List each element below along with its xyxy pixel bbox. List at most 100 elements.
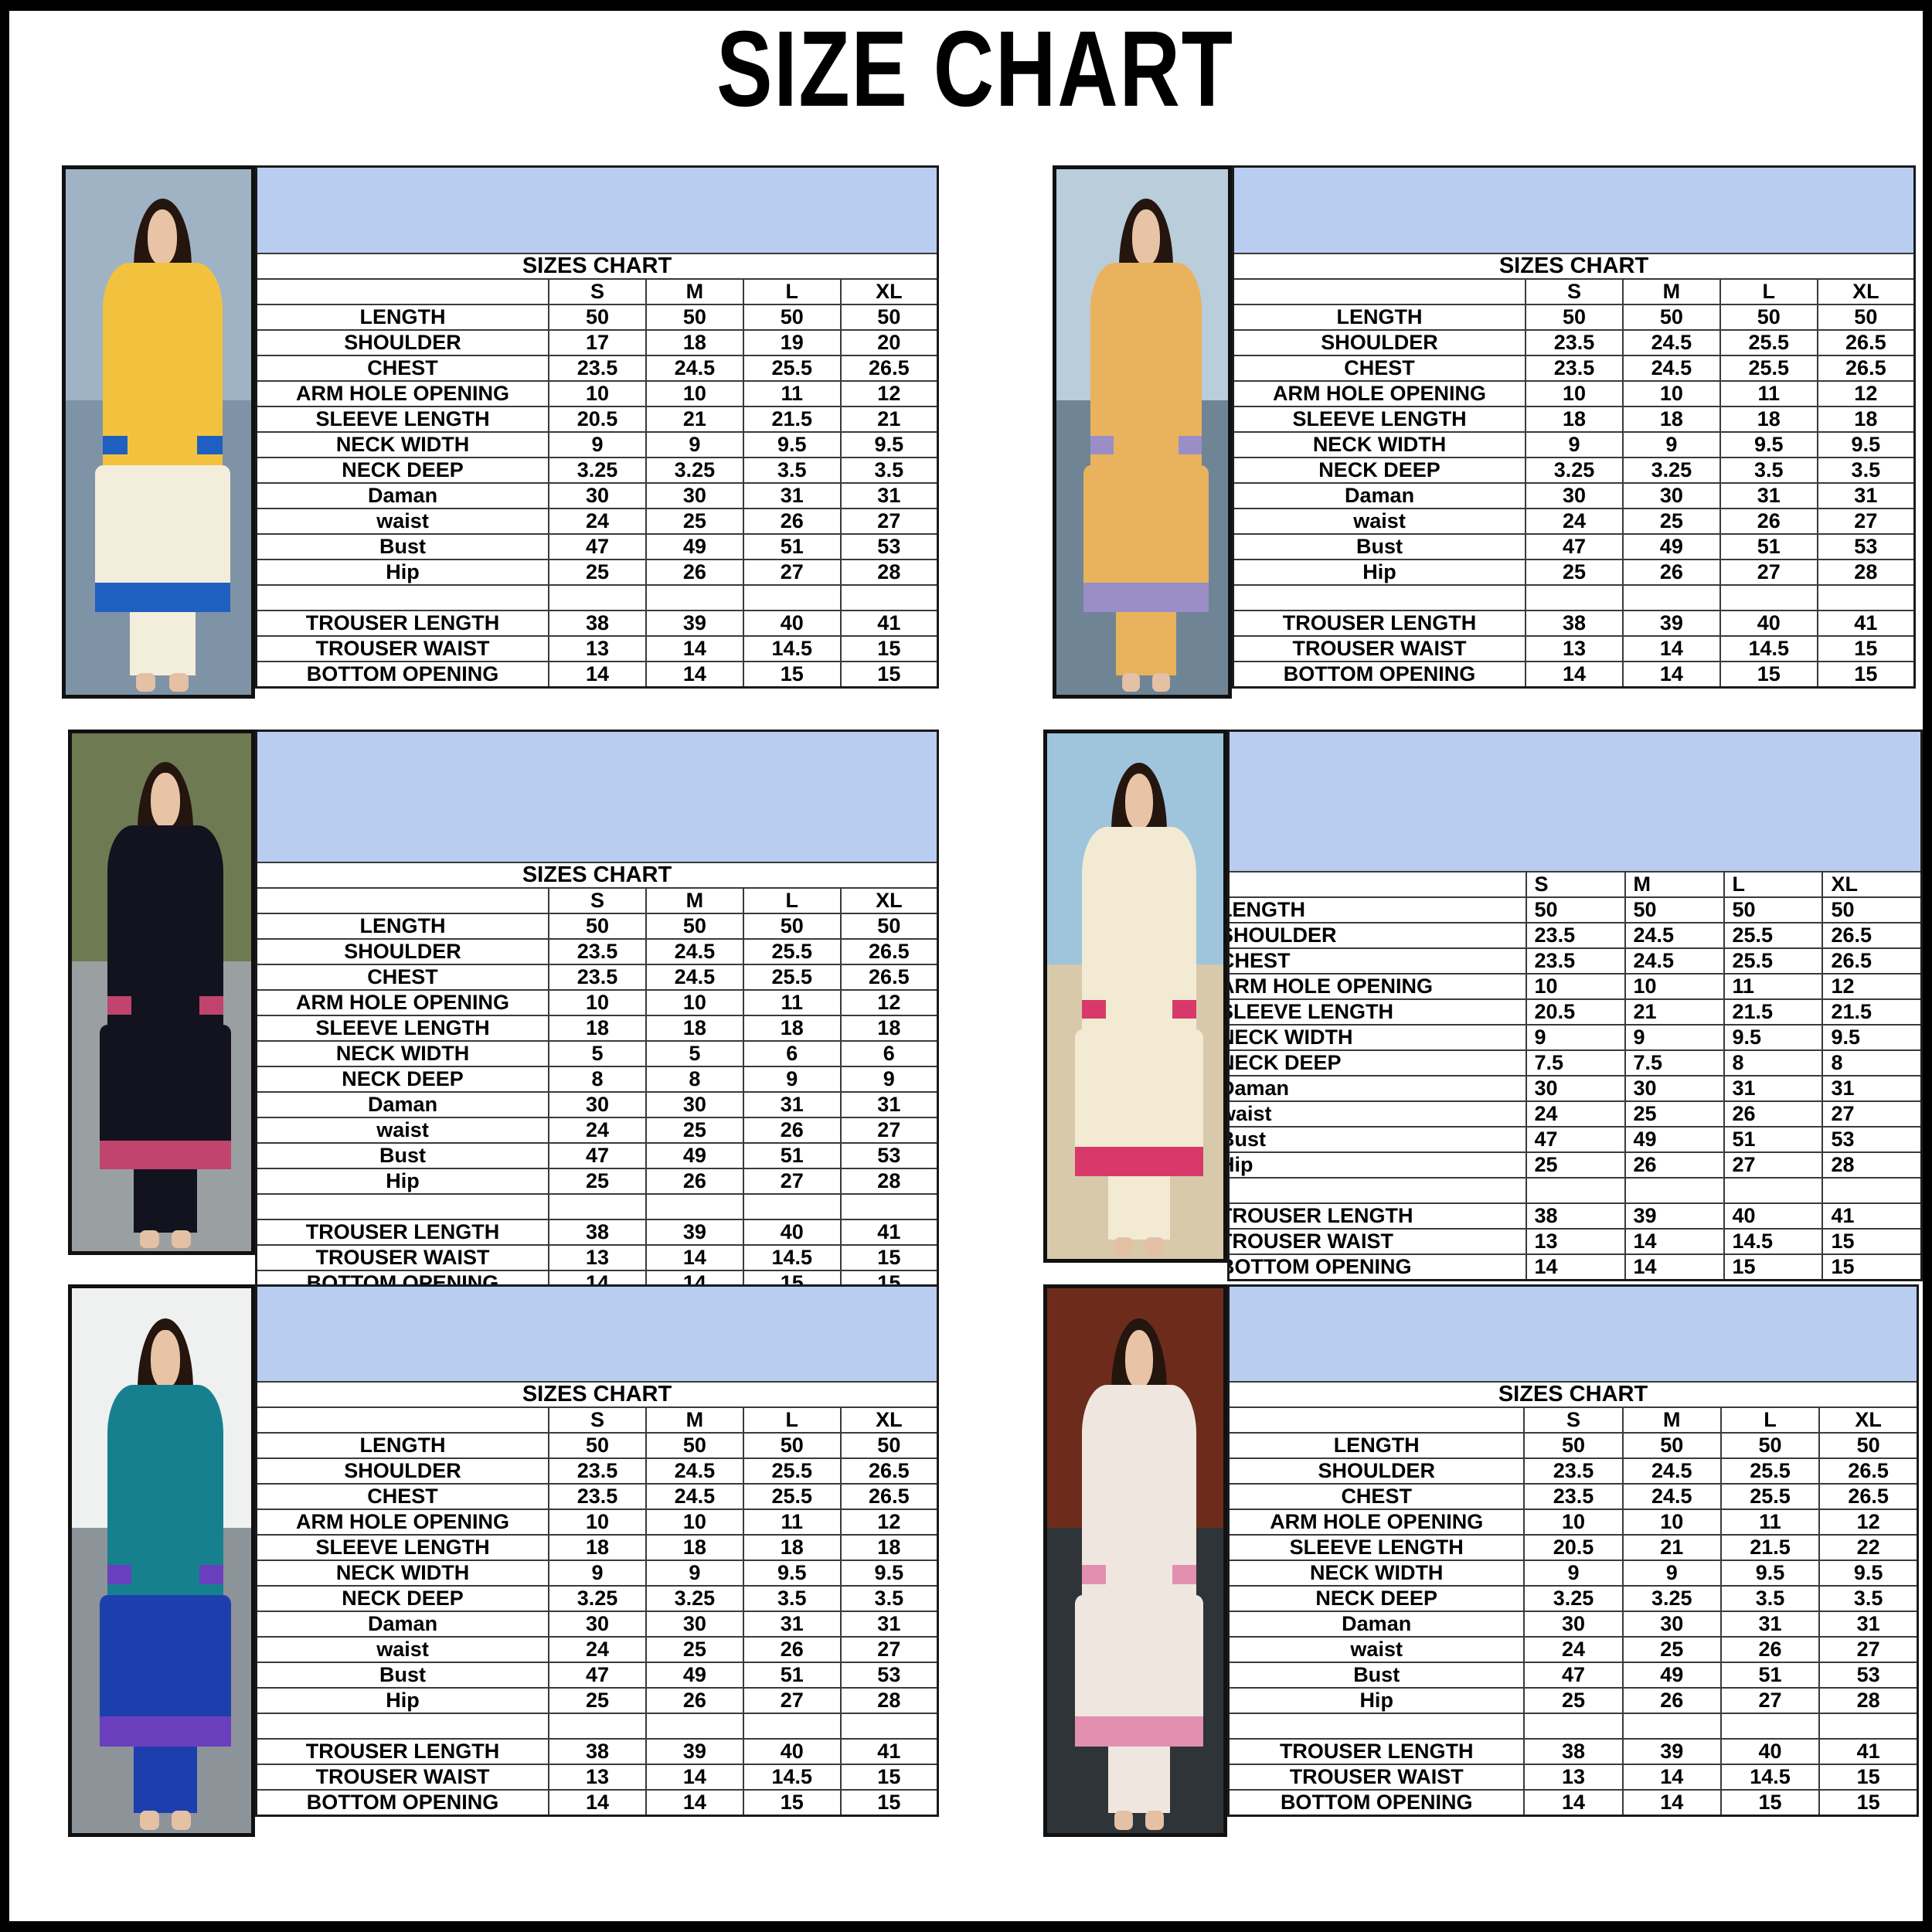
cell-xl: 18 <box>1816 406 1916 433</box>
size-table: SMLXLLENGTH50505050SHOULDER23.524.525.52… <box>1227 730 1923 1281</box>
cell-l: 26 <box>1719 1636 1821 1663</box>
header-corner-cell <box>1227 1406 1526 1434</box>
size-header-row: S M L XL <box>1227 1406 1919 1434</box>
table-wrapper: SIZES CHART S M L XL LENGTH 50 50 50 50 SHOULDER 1… <box>255 165 939 689</box>
table-row: TROUSER LENGTH 38 39 40 41 <box>255 1219 939 1246</box>
cell-l: 11 <box>1723 973 1824 1000</box>
size-header-m: M <box>645 278 744 305</box>
cell-xl: 26.5 <box>1818 1458 1919 1485</box>
row-label: Hip <box>255 1687 550 1714</box>
cell-xl: 31 <box>1821 1075 1923 1102</box>
row-label: Bust <box>1232 533 1527 560</box>
table-wrapper: SIZES CHART S M L XL LENGTH 50 50 50 50 SHOULDER 2… <box>1232 165 1916 689</box>
cell-s: 25 <box>1523 1687 1624 1714</box>
panel-2: SIZES CHART S M L XL LENGTH 50 50 50 50 SHOULDER 2… <box>1053 165 1916 699</box>
cell-s: 10 <box>548 380 647 407</box>
cell-s: 47 <box>1523 1662 1624 1689</box>
sizes-chart-title-row: SIZES CHART <box>256 862 938 889</box>
row-label: TROUSER LENGTH <box>1227 1738 1526 1765</box>
size-header-row: S M L XL <box>1227 871 1923 898</box>
sizes-chart-title-row: SIZES CHART <box>1228 1381 1918 1408</box>
cell-m: 24.5 <box>1621 1483 1722 1510</box>
cell-m: 18 <box>645 1015 744 1042</box>
cell-s: 30 <box>1525 482 1624 509</box>
table-row: TROUSER WAIST 13 14 14.5 15 <box>1232 635 1916 662</box>
size-header-row: S M L XL <box>1232 278 1916 305</box>
cell-l: 15 <box>1723 1253 1824 1281</box>
cell-s: 23.5 <box>548 355 647 382</box>
cell-m: 9 <box>645 1560 744 1587</box>
cell-xl: 28 <box>1816 559 1916 586</box>
cell-l: 11 <box>1719 380 1818 407</box>
cell-m: 39 <box>1624 1202 1725 1230</box>
cell-xl: 27 <box>839 1117 939 1144</box>
cell-xl: 41 <box>839 1219 939 1246</box>
cell-m: 39 <box>645 1738 744 1765</box>
cell-l: 40 <box>742 1219 842 1246</box>
cell-xl: 41 <box>839 1738 939 1765</box>
cell-m: 50 <box>645 1432 744 1459</box>
size-header-xl: XL <box>1816 278 1916 305</box>
row-label: BOTTOM OPENING <box>1232 661 1527 689</box>
cell-xl: 15 <box>1816 635 1916 662</box>
row-label: NECK DEEP <box>1227 1049 1527 1077</box>
table-banner-row <box>1233 166 1915 254</box>
cell-s: 3.25 <box>1523 1585 1624 1612</box>
cell-l: 51 <box>742 533 842 560</box>
row-label: NECK WIDTH <box>1227 1024 1527 1051</box>
cell-s: 14 <box>1525 1253 1626 1281</box>
cell-xl: 15 <box>839 1244 939 1271</box>
cell-xl: 26.5 <box>1818 1483 1919 1510</box>
cell-s: 14 <box>1523 1789 1624 1817</box>
cell-l: 21.5 <box>1723 998 1824 1026</box>
size-header-m: M <box>645 887 744 914</box>
cell-l: 26 <box>742 1117 842 1144</box>
size-header-s: S <box>1525 871 1626 898</box>
row-label: TROUSER LENGTH <box>1232 610 1527 637</box>
table-row: SLEEVE LENGTH 18 18 18 18 <box>1232 406 1916 433</box>
cell-l: 26 <box>1719 508 1818 535</box>
cell-m: 14 <box>1621 661 1721 689</box>
cell-l: 15 <box>742 1789 842 1817</box>
cell-l: 26 <box>1723 1100 1824 1128</box>
cell-xl: 28 <box>1818 1687 1919 1714</box>
cell-xl: 31 <box>839 1611 939 1638</box>
cell-m: 9 <box>1621 431 1721 458</box>
cell-m: 14 <box>645 1764 744 1791</box>
row-label: Hip <box>1232 559 1527 586</box>
cell-s: 13 <box>1523 1764 1624 1791</box>
cell-xl: 12 <box>839 1509 939 1536</box>
cell-s: 25 <box>1525 1151 1626 1179</box>
cell-m: 49 <box>1621 1662 1722 1689</box>
row-label: Bust <box>1227 1126 1527 1153</box>
cell-s: 47 <box>1525 1126 1626 1153</box>
row-label: BOTTOM OPENING <box>1227 1789 1526 1817</box>
table-row: ARM HOLE OPENING 10 10 11 12 <box>255 989 939 1016</box>
cell-l: 25.5 <box>1723 922 1824 949</box>
cell-xl: 15 <box>1818 1789 1919 1817</box>
row-label <box>255 1193 550 1220</box>
row-label: TROUSER WAIST <box>1227 1228 1527 1255</box>
cell-s: 24 <box>1525 508 1624 535</box>
banner-cell <box>256 1285 938 1383</box>
table-spacer-row <box>255 1193 939 1220</box>
cell-m: 39 <box>645 610 744 637</box>
row-label: SLEEVE LENGTH <box>1227 998 1527 1026</box>
table-row: SHOULDER 23.5 24.5 25.5 26.5 <box>1227 922 1923 949</box>
row-label: Bust <box>255 533 550 560</box>
table-row: TROUSER LENGTH 38 39 40 41 <box>1232 610 1916 637</box>
cell-l: 51 <box>742 1662 842 1689</box>
size-header-xl: XL <box>839 887 939 914</box>
row-label: NECK WIDTH <box>255 1560 550 1587</box>
panel-5: SIZES CHART S M L XL LENGTH 50 50 50 50 SHOULDER 2… <box>68 1284 939 1837</box>
size-header-s: S <box>548 278 647 305</box>
cell-l <box>742 584 842 611</box>
row-label: TROUSER LENGTH <box>255 1738 550 1765</box>
cell-s: 24 <box>548 1117 647 1144</box>
row-label: Daman <box>255 1091 550 1118</box>
